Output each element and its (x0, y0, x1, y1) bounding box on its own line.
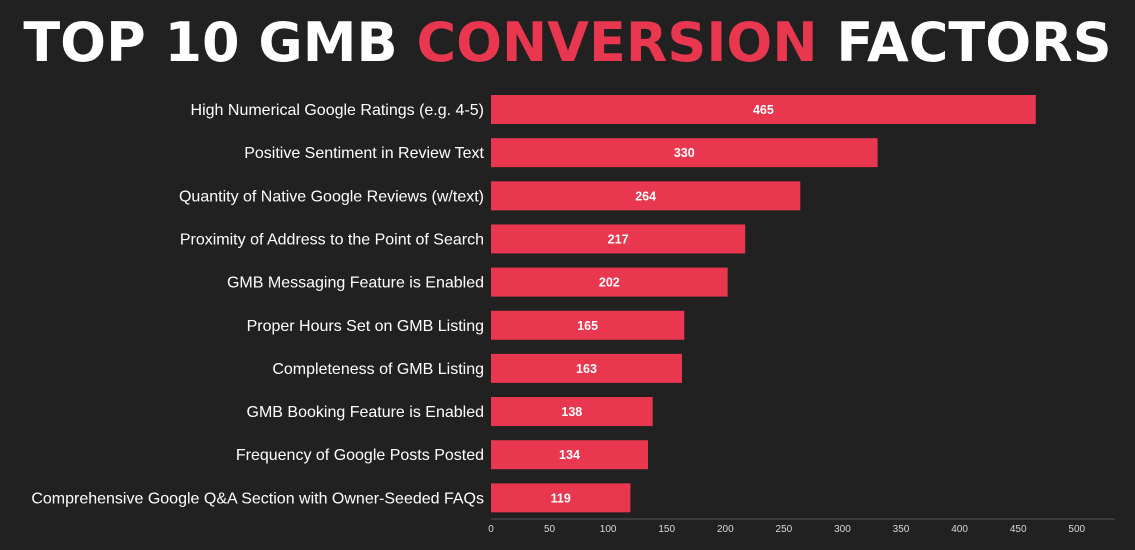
bar (491, 224, 746, 254)
x-tick-label: 350 (893, 524, 910, 535)
category-label: GMB Messaging Feature is Enabled (227, 275, 484, 292)
category-label: GMB Booking Feature is Enabled (247, 404, 484, 421)
bar-value-label: 165 (577, 319, 598, 333)
category-label: Proper Hours Set on GMB Listing (247, 318, 484, 335)
bar-value-label: 465 (753, 103, 774, 117)
x-tick-label: 200 (717, 524, 734, 535)
bar (491, 483, 631, 513)
category-label: Positive Sentiment in Review Text (244, 145, 484, 162)
category-labels-group: High Numerical Google Ratings (e.g. 4-5)… (31, 102, 484, 507)
x-tick-label: 450 (1010, 524, 1027, 535)
bar-value-label: 119 (551, 491, 571, 505)
bar (491, 353, 682, 383)
bar (491, 310, 685, 340)
bar (491, 440, 648, 470)
bar-value-label: 134 (559, 448, 580, 462)
category-label: Quantity of Native Google Reviews (w/tex… (179, 188, 484, 205)
category-label: Proximity of Address to the Point of Sea… (180, 231, 484, 248)
x-tick-label: 100 (600, 524, 617, 535)
bars-group: 465 330 264 217 202 165 163 138 134 119 (491, 95, 1036, 513)
bar-value-label: 138 (561, 405, 582, 419)
x-axis: 0 50 100 150 200 250 300 350 400 450 500 (488, 518, 1115, 535)
bar-value-label: 264 (635, 189, 656, 203)
category-label: Completeness of GMB Listing (272, 361, 484, 378)
bar (491, 267, 728, 297)
bar (491, 397, 653, 427)
chart-title: TOP 10 GMB CONVERSION FACTORS (0, 8, 1135, 78)
x-tick-label: 500 (1068, 524, 1085, 535)
x-tick-label: 300 (834, 524, 851, 535)
bar (491, 181, 801, 211)
bar-value-label: 217 (608, 232, 629, 246)
bar (491, 138, 878, 168)
bar-value-label: 202 (599, 276, 620, 290)
category-label: Comprehensive Google Q&A Section with Ow… (31, 490, 484, 507)
title-part-2-highlight: CONVERSION (416, 11, 818, 74)
bar (491, 95, 1036, 124)
category-label: High Numerical Google Ratings (e.g. 4-5) (191, 102, 484, 119)
title-part-1: TOP 10 GMB (23, 11, 417, 74)
x-tick-label: 50 (544, 524, 556, 535)
bar-value-label: 163 (576, 362, 597, 376)
x-tick-label: 150 (658, 524, 675, 535)
x-tick-label: 250 (776, 524, 793, 535)
x-tick-label: 0 (488, 524, 494, 535)
bar-value-label: 330 (674, 146, 695, 160)
title-part-3: FACTORS (817, 11, 1112, 74)
x-tick-label: 400 (951, 524, 968, 535)
category-label: Frequency of Google Posts Posted (236, 447, 484, 464)
